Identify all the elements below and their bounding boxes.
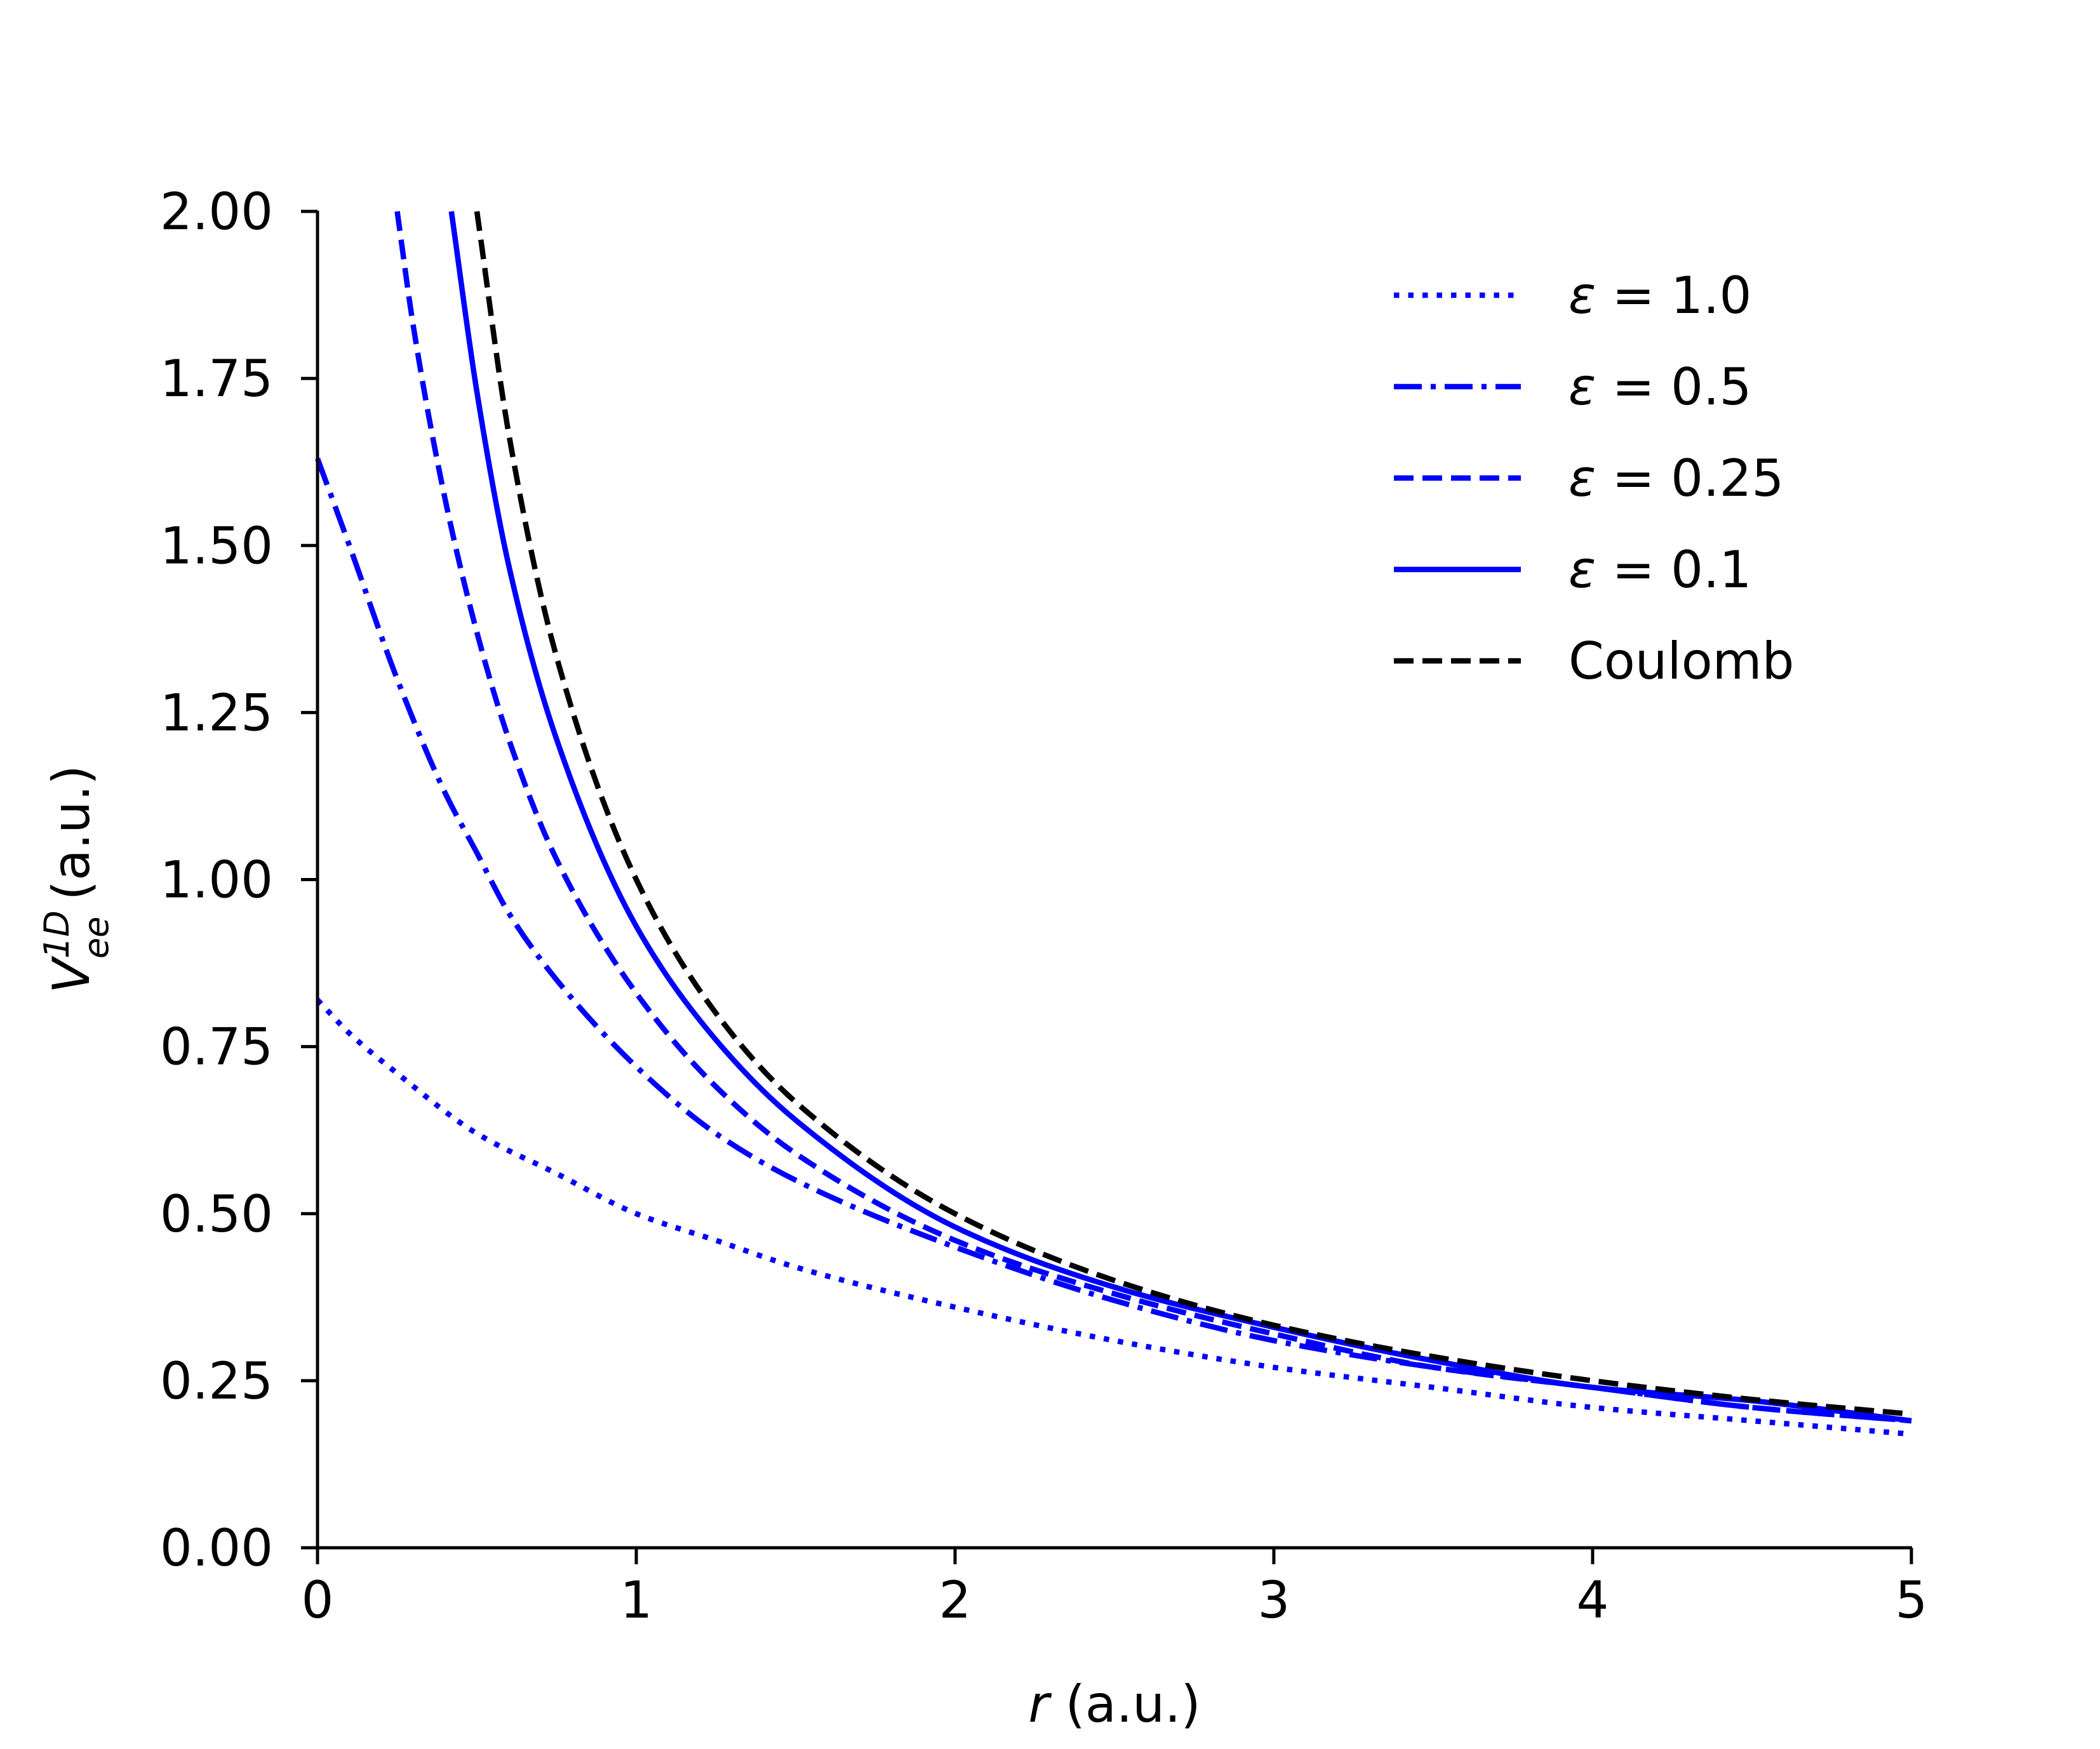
series-line-4 bbox=[474, 211, 1912, 1417]
y-tick-label-2: 0.50 bbox=[160, 1185, 273, 1244]
x-ticks: 0 1 2 3 4 5 bbox=[302, 1548, 1928, 1630]
y-ticks: 0.00 0.25 0.50 0.75 1.00 1.25 1.50 1.75 2.00 bbox=[160, 182, 318, 1578]
legend-label-2: ε = 0.25 bbox=[1568, 449, 1784, 508]
series-line-3 bbox=[448, 211, 1912, 1424]
x-tick-label-1: 1 bbox=[620, 1571, 653, 1630]
y-axis-label: V1Dee (a.u.) bbox=[37, 765, 116, 994]
y-tick-label-4: 1.00 bbox=[160, 851, 273, 910]
y-tick-label-3: 0.75 bbox=[160, 1018, 273, 1077]
x-tick-label-5: 5 bbox=[1896, 1571, 1928, 1630]
plot-area bbox=[315, 211, 1912, 1437]
series-line-0 bbox=[315, 998, 1912, 1437]
y-tick-label-1: 0.25 bbox=[160, 1352, 273, 1411]
y-tick-label-6: 1.50 bbox=[160, 516, 273, 575]
legend-label-1: ε = 0.5 bbox=[1568, 357, 1751, 416]
y-tick-label-0: 0.00 bbox=[160, 1519, 273, 1578]
legend-label-3: ε = 0.1 bbox=[1568, 540, 1751, 599]
x-axis-label: r (a.u.) bbox=[1028, 1675, 1200, 1734]
y-tick-label-5: 1.25 bbox=[160, 683, 273, 742]
legend-label-4: Coulomb bbox=[1568, 632, 1794, 691]
x-tick-label-0: 0 bbox=[302, 1571, 334, 1630]
x-tick-label-4: 4 bbox=[1577, 1571, 1609, 1630]
legend-label-0: ε = 1.0 bbox=[1568, 266, 1751, 325]
series-line-1 bbox=[315, 457, 1912, 1424]
legend: ε = 1.0 ε = 0.5 ε = 0.25 ε = 0.1 Coulomb bbox=[1394, 266, 1794, 691]
x-tick-label-2: 2 bbox=[939, 1571, 972, 1630]
y-tick-label-7: 1.75 bbox=[160, 349, 273, 408]
y-tick-label-8: 2.00 bbox=[160, 182, 273, 241]
series-line-2 bbox=[394, 211, 1912, 1424]
x-tick-label-3: 3 bbox=[1258, 1571, 1290, 1630]
